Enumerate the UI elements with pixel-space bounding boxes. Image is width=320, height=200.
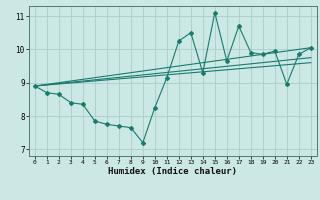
X-axis label: Humidex (Indice chaleur): Humidex (Indice chaleur) — [108, 167, 237, 176]
